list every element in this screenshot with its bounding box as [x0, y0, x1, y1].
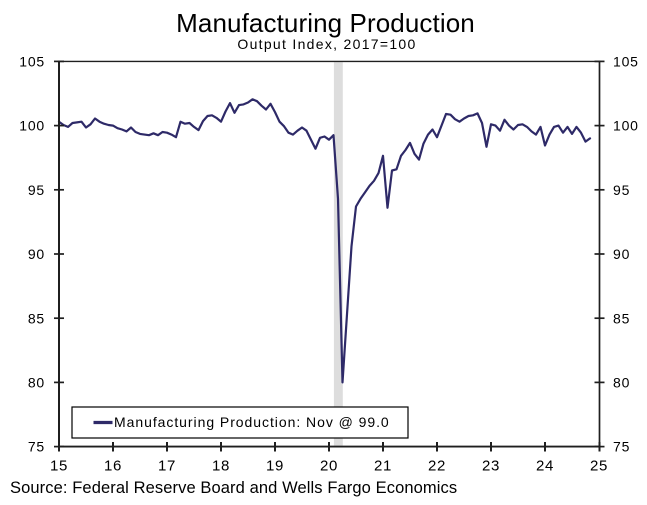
svg-text:100: 100 [613, 118, 639, 134]
svg-text:90: 90 [613, 246, 630, 262]
svg-text:95: 95 [28, 182, 45, 198]
svg-text:25: 25 [590, 457, 608, 474]
svg-text:24: 24 [536, 457, 554, 474]
svg-text:95: 95 [613, 182, 630, 198]
svg-text:Manufacturing Production: Nov: Manufacturing Production: Nov @ 99.0 [114, 414, 390, 430]
svg-text:15: 15 [50, 457, 68, 474]
svg-text:16: 16 [104, 457, 122, 474]
svg-text:85: 85 [613, 310, 630, 326]
svg-text:Source: Federal Reserve Board: Source: Federal Reserve Board and Wells … [10, 479, 457, 497]
svg-text:Output Index, 2017=100: Output Index, 2017=100 [237, 36, 416, 52]
svg-text:19: 19 [266, 457, 284, 474]
svg-text:75: 75 [28, 439, 45, 455]
svg-text:105: 105 [19, 54, 45, 70]
svg-text:100: 100 [19, 118, 45, 134]
svg-text:21: 21 [374, 457, 392, 474]
svg-text:80: 80 [28, 375, 45, 391]
svg-text:22: 22 [428, 457, 446, 474]
svg-text:17: 17 [158, 457, 176, 474]
svg-text:20: 20 [320, 457, 338, 474]
svg-text:18: 18 [212, 457, 230, 474]
svg-text:Manufacturing Production: Manufacturing Production [176, 8, 475, 38]
svg-text:105: 105 [613, 54, 639, 70]
svg-text:90: 90 [28, 246, 45, 262]
svg-text:80: 80 [613, 375, 630, 391]
svg-text:75: 75 [613, 439, 630, 455]
svg-text:23: 23 [482, 457, 500, 474]
svg-text:85: 85 [28, 310, 45, 326]
